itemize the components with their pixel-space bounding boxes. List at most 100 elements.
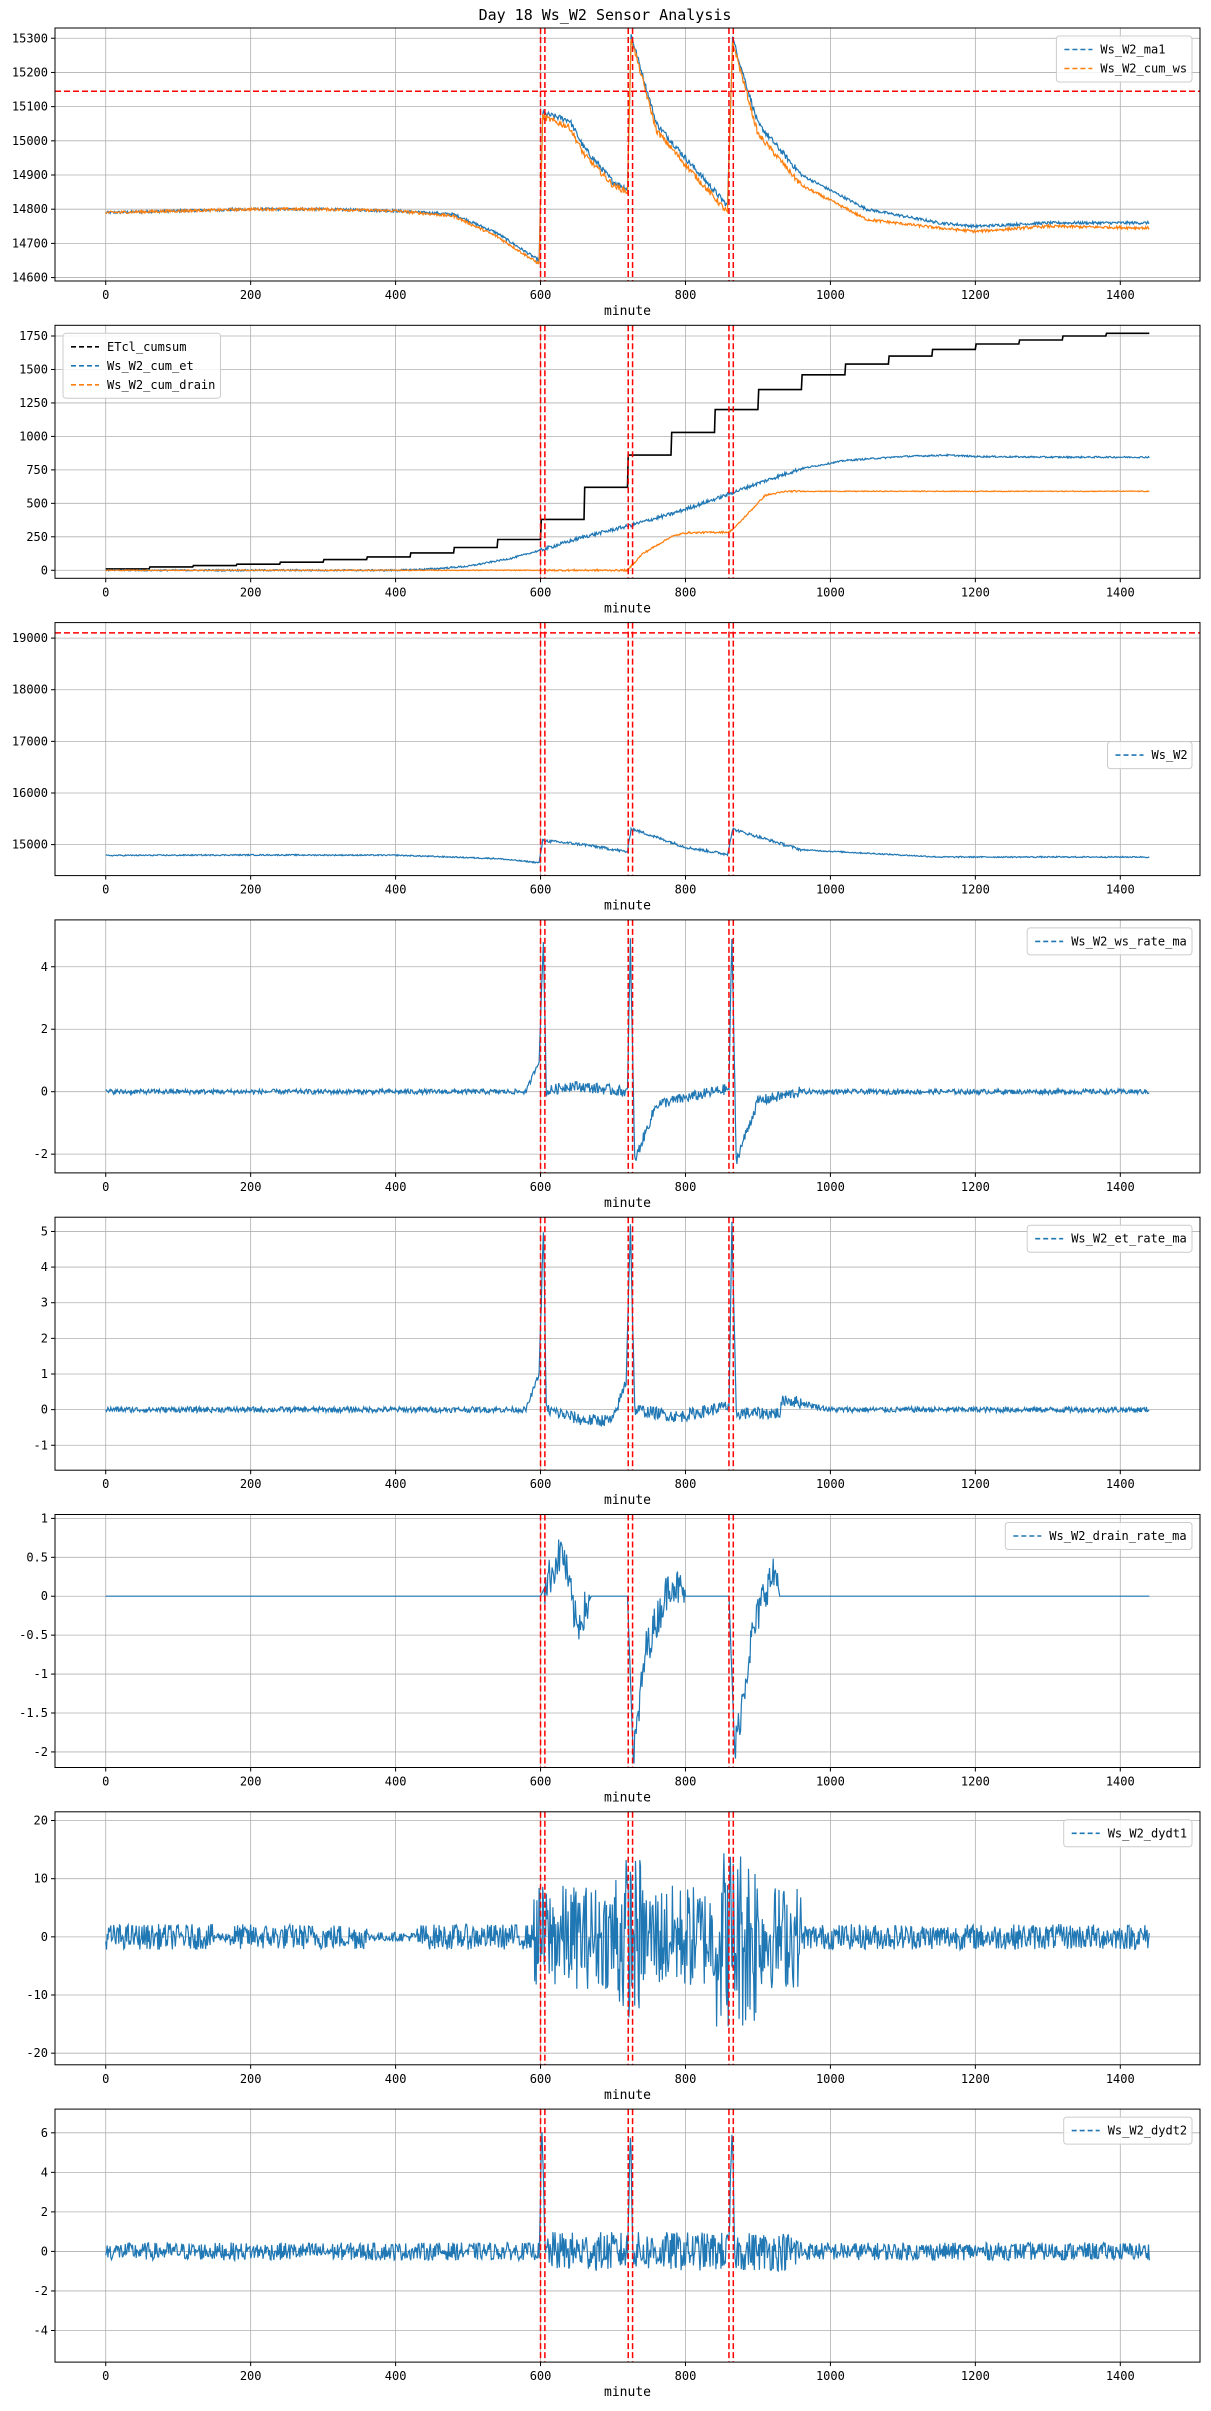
y-tick-label: 14700 bbox=[12, 236, 48, 250]
x-tick-label: 1200 bbox=[961, 1477, 990, 1491]
y-tick-label: 1500 bbox=[19, 362, 48, 376]
legend: ETcl_cumsum Ws_W2_cum_et Ws_W2_cum_drain bbox=[62, 332, 221, 399]
y-tick-label: 15100 bbox=[12, 100, 48, 114]
y-tick-label: 3 bbox=[41, 1296, 48, 1310]
x-tick-label: 1400 bbox=[1106, 288, 1135, 302]
legend-box bbox=[1063, 1819, 1193, 1848]
x-tick-label: 200 bbox=[240, 2072, 262, 2086]
x-axis-label: minute bbox=[604, 2088, 651, 2103]
y-tick-label: -2 bbox=[34, 1745, 48, 1759]
x-tick-label: 0 bbox=[102, 1477, 109, 1491]
axes-frame bbox=[54, 919, 1201, 1174]
y-tick-label: 6 bbox=[41, 2126, 48, 2140]
y-tick-label: -2 bbox=[34, 1147, 48, 1161]
chart-panel-4: 0 200 400 600 800 1000 1200 1400 -2 0 2 4 minute Ws_W… bbox=[34, 919, 1201, 1211]
x-tick-label: 200 bbox=[240, 1775, 262, 1789]
y-tick-label: 5 bbox=[41, 1224, 48, 1238]
legend: Ws_W2_drain_rate_ma bbox=[1004, 1522, 1193, 1550]
y-tick-label: 4 bbox=[41, 960, 48, 974]
x-tick-label: 600 bbox=[530, 2072, 552, 2086]
x-tick-label: 0 bbox=[102, 288, 109, 302]
x-tick-label: 800 bbox=[675, 1775, 697, 1789]
x-tick-label: 0 bbox=[102, 1180, 109, 1194]
legend: Ws_W2 bbox=[1107, 741, 1193, 770]
x-tick-label: 1000 bbox=[816, 1180, 845, 1194]
x-tick-label: 1000 bbox=[816, 288, 845, 302]
x-tick-label: 600 bbox=[530, 1775, 552, 1789]
x-tick-label: 1000 bbox=[816, 883, 845, 897]
x-tick-label: 800 bbox=[675, 1180, 697, 1194]
x-tick-label: 800 bbox=[675, 2072, 697, 2086]
x-tick-label: 1000 bbox=[816, 2072, 845, 2086]
legend-label: Ws_W2_cum_et bbox=[107, 359, 194, 373]
y-tick-label: 0 bbox=[41, 2244, 48, 2258]
chart-panel-8: 0 200 400 600 800 1000 1200 1400 -4 -2 0 2 4 6 minute W… bbox=[34, 2108, 1201, 2400]
x-tick-label: 400 bbox=[385, 1775, 407, 1789]
axes-frame bbox=[54, 27, 1201, 282]
x-tick-label: 800 bbox=[675, 2369, 697, 2383]
y-tick-label: 4 bbox=[41, 2165, 48, 2179]
y-tick-label: 0 bbox=[41, 1085, 48, 1099]
x-tick-label: 0 bbox=[102, 2072, 109, 2086]
legend-label: Ws_W2_ws_rate_ma bbox=[1071, 934, 1187, 948]
x-tick-label: 200 bbox=[240, 288, 262, 302]
x-tick-label: 400 bbox=[385, 585, 407, 599]
x-tick-label: 0 bbox=[102, 1775, 109, 1789]
y-tick-label: 20 bbox=[34, 1814, 48, 1828]
y-tick-label: 15300 bbox=[12, 31, 48, 45]
x-tick-label: 600 bbox=[530, 288, 552, 302]
x-tick-label: 600 bbox=[530, 2369, 552, 2383]
x-tick-label: 1200 bbox=[961, 2369, 990, 2383]
legend-label: Ws_W2_dydt2 bbox=[1108, 2124, 1187, 2138]
legend-label: Ws_W2_et_rate_ma bbox=[1071, 1232, 1187, 1246]
y-tick-label: 0 bbox=[41, 563, 48, 577]
y-tick-label: -4 bbox=[34, 2323, 48, 2337]
legend-box bbox=[1107, 741, 1193, 770]
y-tick-label: 1000 bbox=[19, 429, 48, 443]
x-axis-label: minute bbox=[604, 601, 651, 616]
legend-label: Ws_W2_ma1 bbox=[1100, 43, 1165, 57]
legend-box bbox=[1055, 35, 1193, 83]
x-tick-label: 1200 bbox=[961, 1180, 990, 1194]
legend: Ws_W2_dydt1 bbox=[1063, 1819, 1193, 1848]
x-tick-label: 200 bbox=[240, 883, 262, 897]
legend: Ws_W2_ma1 Ws_W2_cum_ws bbox=[1055, 35, 1193, 83]
x-tick-label: 400 bbox=[385, 288, 407, 302]
axes-frame bbox=[54, 2108, 1201, 2363]
x-tick-label: 200 bbox=[240, 1477, 262, 1491]
x-tick-label: 1200 bbox=[961, 1775, 990, 1789]
legend-label: Ws_W2_dydt1 bbox=[1108, 1826, 1187, 1840]
chart-panel-6: 0 200 400 600 800 1000 1200 1400 -2 -1.5 -1 -0.5 0 0.… bbox=[19, 1511, 1201, 1806]
y-tick-label: -1 bbox=[34, 1438, 48, 1452]
legend-box bbox=[1004, 1522, 1193, 1550]
y-tick-label: 17000 bbox=[12, 734, 48, 748]
y-tick-label: 14800 bbox=[12, 202, 48, 216]
legend: Ws_W2_et_rate_ma bbox=[1026, 1224, 1193, 1253]
legend-box bbox=[1026, 1224, 1193, 1253]
y-tick-label: 750 bbox=[26, 463, 48, 477]
y-tick-label: 0 bbox=[41, 1403, 48, 1417]
y-tick-label: 18000 bbox=[12, 683, 48, 697]
legend-label: ETcl_cumsum bbox=[107, 340, 186, 354]
series-group bbox=[105, 938, 1150, 1164]
y-tick-label: 15200 bbox=[12, 65, 48, 79]
y-tick-label: 2 bbox=[41, 1022, 48, 1036]
y-tick-label: -10 bbox=[26, 1988, 48, 2002]
legend-box bbox=[1063, 2116, 1193, 2145]
y-tick-label: 500 bbox=[26, 496, 48, 510]
x-tick-label: 1400 bbox=[1106, 2369, 1135, 2383]
x-tick-label: 200 bbox=[240, 585, 262, 599]
y-tick-label: 0 bbox=[41, 1589, 48, 1603]
x-axis-label: minute bbox=[604, 1791, 651, 1806]
x-tick-label: 1000 bbox=[816, 1775, 845, 1789]
y-tick-label: 14600 bbox=[12, 271, 48, 285]
x-tick-label: 0 bbox=[102, 883, 109, 897]
legend-box bbox=[1026, 927, 1193, 956]
x-tick-label: 200 bbox=[240, 2369, 262, 2383]
x-axis-label: minute bbox=[604, 2385, 651, 2400]
series-line-Ws_W2_et_rate_ma bbox=[105, 1221, 1150, 1427]
x-tick-label: 1400 bbox=[1106, 883, 1135, 897]
x-axis-label: minute bbox=[604, 899, 651, 914]
y-tick-label: 19000 bbox=[12, 631, 48, 645]
